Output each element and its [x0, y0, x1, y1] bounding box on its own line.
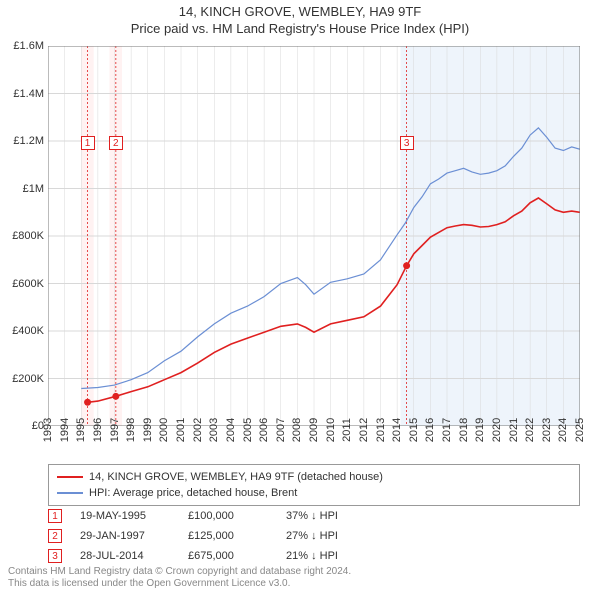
- legend: 14, KINCH GROVE, WEMBLEY, HA9 9TF (detac…: [48, 464, 580, 506]
- sales-badge: 1: [48, 509, 62, 523]
- price-chart: [48, 46, 580, 426]
- sales-table: 1 19-MAY-1995 £100,000 37% ↓ HPI 2 29-JAN-199…: [48, 506, 338, 566]
- legend-swatch: [57, 476, 83, 478]
- xtick-label: 1997: [109, 418, 121, 442]
- ytick-label: £800K: [12, 230, 44, 242]
- xtick-label: 2007: [275, 418, 287, 442]
- footnote-line2: This data is licensed under the Open Gov…: [8, 578, 351, 590]
- ytick-label: £1.6M: [13, 40, 44, 52]
- xtick-label: 2008: [291, 418, 303, 442]
- ytick-label: £1M: [23, 183, 44, 195]
- sales-row: 3 28-JUL-2014 £675,000 21% ↓ HPI: [48, 546, 338, 566]
- ytick-label: £400K: [12, 325, 44, 337]
- xtick-label: 2023: [541, 418, 553, 442]
- xtick-label: 2021: [508, 418, 520, 442]
- legend-label: HPI: Average price, detached house, Bren…: [89, 485, 297, 501]
- sales-diff: 21% ↓ HPI: [286, 550, 338, 562]
- xtick-label: 2000: [158, 418, 170, 442]
- sales-diff: 27% ↓ HPI: [286, 530, 338, 542]
- footnote: Contains HM Land Registry data © Crown c…: [8, 566, 351, 590]
- legend-item: HPI: Average price, detached house, Bren…: [57, 485, 571, 501]
- xtick-label: 2005: [242, 418, 254, 442]
- xtick-label: 2017: [441, 418, 453, 442]
- sales-row: 2 29-JAN-1997 £125,000 27% ↓ HPI: [48, 526, 338, 546]
- footnote-line1: Contains HM Land Registry data © Crown c…: [8, 566, 351, 578]
- ytick-label: £1.4M: [13, 88, 44, 100]
- xtick-label: 2015: [408, 418, 420, 442]
- xtick-label: 1996: [92, 418, 104, 442]
- xtick-label: 2009: [308, 418, 320, 442]
- legend-item: 14, KINCH GROVE, WEMBLEY, HA9 9TF (detac…: [57, 469, 571, 485]
- xtick-label: 2001: [175, 418, 187, 442]
- chart-subtitle: Price paid vs. HM Land Registry's House …: [0, 21, 600, 36]
- xtick-label: 2016: [424, 418, 436, 442]
- sales-price: £100,000: [188, 510, 268, 522]
- sales-date: 19-MAY-1995: [80, 510, 170, 522]
- sales-badge: 3: [48, 549, 62, 563]
- xtick-label: 2014: [391, 418, 403, 442]
- xtick-label: 1999: [142, 418, 154, 442]
- xtick-label: 1993: [42, 418, 54, 442]
- sales-badge: 2: [48, 529, 62, 543]
- sales-date: 29-JAN-1997: [80, 530, 170, 542]
- sale-marker: 3: [400, 136, 414, 150]
- sale-marker: 2: [109, 136, 123, 150]
- xtick-label: 2018: [458, 418, 470, 442]
- legend-swatch: [57, 492, 83, 494]
- legend-label: 14, KINCH GROVE, WEMBLEY, HA9 9TF (detac…: [89, 469, 383, 485]
- sales-price: £675,000: [188, 550, 268, 562]
- xtick-label: 2019: [474, 418, 486, 442]
- xtick-label: 2022: [524, 418, 536, 442]
- xtick-label: 2004: [225, 418, 237, 442]
- xtick-label: 1998: [125, 418, 137, 442]
- ytick-label: £600K: [12, 278, 44, 290]
- xtick-label: 2020: [491, 418, 503, 442]
- xtick-label: 2010: [325, 418, 337, 442]
- xtick-label: 2011: [341, 418, 353, 442]
- xtick-label: 2012: [358, 418, 370, 442]
- sales-date: 28-JUL-2014: [80, 550, 170, 562]
- xtick-label: 1995: [75, 418, 87, 442]
- chart-title: 14, KINCH GROVE, WEMBLEY, HA9 9TF: [0, 4, 600, 19]
- sale-marker: 1: [81, 136, 95, 150]
- xtick-label: 1994: [59, 418, 71, 442]
- xtick-label: 2002: [192, 418, 204, 442]
- xtick-label: 2006: [258, 418, 270, 442]
- sales-diff: 37% ↓ HPI: [286, 510, 338, 522]
- sales-row: 1 19-MAY-1995 £100,000 37% ↓ HPI: [48, 506, 338, 526]
- xtick-label: 2003: [208, 418, 220, 442]
- xtick-label: 2013: [375, 418, 387, 442]
- sales-price: £125,000: [188, 530, 268, 542]
- xtick-label: 2025: [574, 418, 586, 442]
- xtick-label: 2024: [557, 418, 569, 442]
- ytick-label: £200K: [12, 373, 44, 385]
- ytick-label: £1.2M: [13, 135, 44, 147]
